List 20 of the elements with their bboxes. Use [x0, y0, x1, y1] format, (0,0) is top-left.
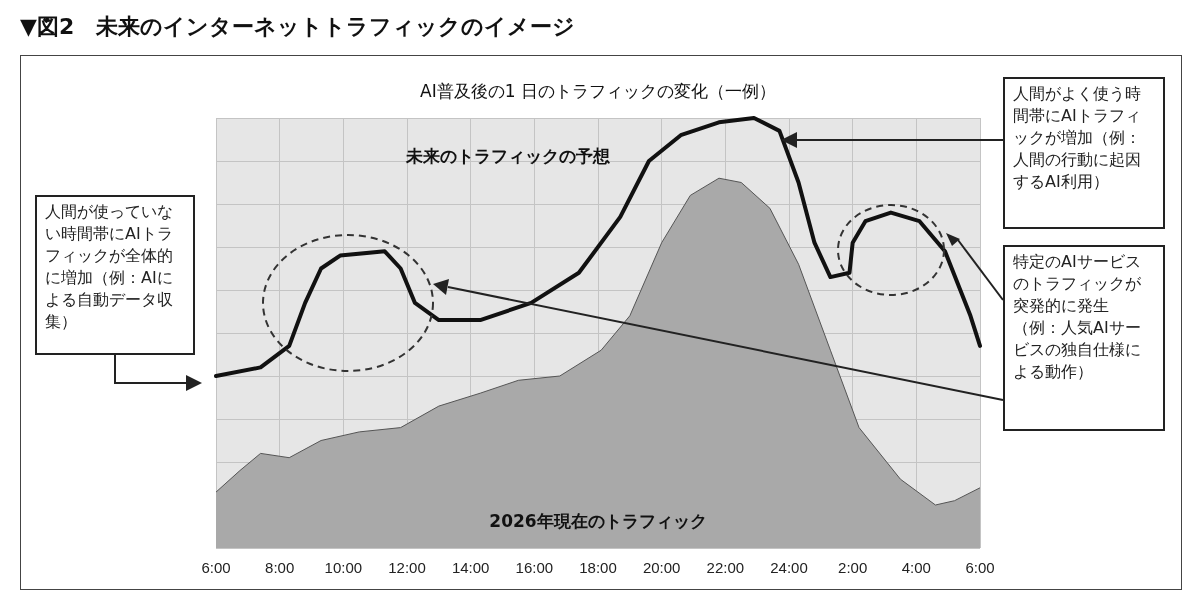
- x-tick-label: 6:00: [965, 559, 995, 576]
- x-tick-label: 4:00: [901, 559, 931, 576]
- chart-subtitle: AI普及後の1 日のトラフィックの変化（一例）: [420, 80, 776, 103]
- x-tick-label: 14:00: [451, 559, 490, 576]
- text: 人間が使っていない時間帯にAIトラフィックが全体的に増加（例：AIによる自動データ収集）: [35, 195, 195, 355]
- series-label: 未来のトラフィックの予想: [406, 145, 610, 168]
- x-tick-label: 16:00: [515, 559, 554, 576]
- x-tick-label: 18:00: [579, 559, 617, 576]
- x-tick-label: 2:00: [838, 559, 868, 576]
- x-tick-label: 8:00: [265, 559, 295, 576]
- x-tick-label: 10:00: [324, 559, 363, 576]
- chart-title: ▼図2 未来のインターネットトラフィックのイメージ: [20, 13, 576, 41]
- series-label: 2026年現在のトラフィック: [489, 510, 707, 533]
- x-tick-label: 6:00: [201, 559, 231, 576]
- text: 人間がよく使う時間帯にAIトラフィックが増加（例：人間の行動に起因するAI利用）: [1003, 77, 1165, 229]
- x-tick-label: 12:00: [388, 559, 426, 576]
- x-tick-label: 24:00: [770, 559, 808, 576]
- text: 特定のAIサービスのトラフィックが突発的に発生（例：人気AIサービスの独自仕様による動作）: [1003, 245, 1165, 431]
- x-tick-label: 22:00: [706, 559, 745, 576]
- x-tick-label: 20:00: [642, 559, 681, 576]
